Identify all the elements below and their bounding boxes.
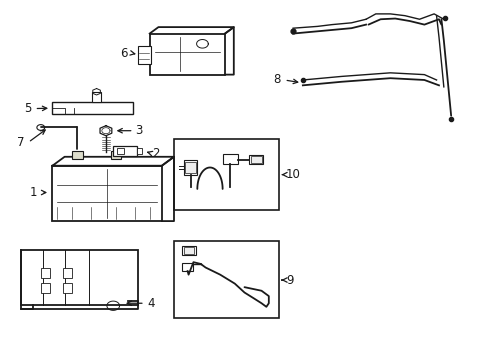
- Bar: [113, 146, 136, 156]
- Bar: [63, 283, 72, 293]
- Bar: [21, 249, 137, 305]
- Bar: [222, 154, 238, 164]
- Bar: [174, 139, 278, 210]
- Bar: [52, 166, 162, 221]
- Bar: [182, 263, 193, 271]
- Text: 8: 8: [273, 73, 281, 86]
- Text: 3: 3: [135, 124, 142, 137]
- Bar: [250, 157, 261, 163]
- Bar: [136, 148, 142, 154]
- Text: 7: 7: [17, 136, 25, 149]
- Bar: [249, 155, 263, 164]
- Bar: [52, 103, 132, 114]
- Bar: [72, 151, 82, 158]
- Text: 5: 5: [24, 102, 31, 115]
- Text: 6: 6: [120, 47, 127, 60]
- Bar: [137, 46, 151, 64]
- Bar: [183, 247, 194, 254]
- Bar: [185, 162, 196, 173]
- Bar: [183, 160, 197, 175]
- Bar: [63, 268, 72, 278]
- Text: 4: 4: [147, 297, 154, 310]
- Text: 2: 2: [152, 147, 159, 160]
- Bar: [174, 241, 278, 318]
- Bar: [182, 246, 196, 255]
- Text: 9: 9: [285, 274, 293, 287]
- Bar: [41, 283, 50, 293]
- Bar: [92, 92, 101, 103]
- Bar: [149, 33, 224, 75]
- Bar: [116, 148, 124, 154]
- Bar: [41, 268, 50, 278]
- Bar: [111, 151, 121, 158]
- Text: 1: 1: [29, 186, 37, 199]
- Text: 10: 10: [285, 168, 300, 181]
